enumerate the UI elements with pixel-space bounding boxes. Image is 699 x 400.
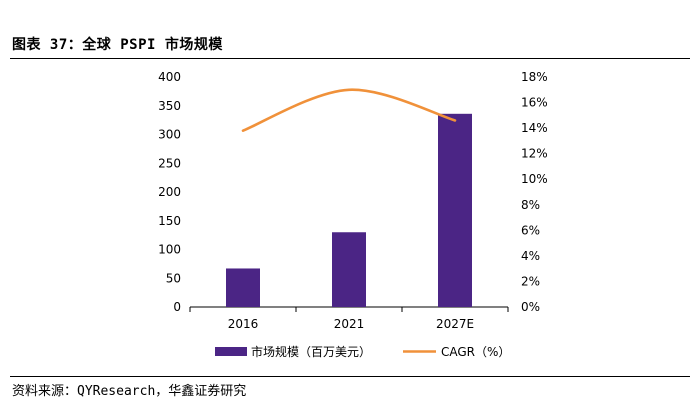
source-note: 资料来源：QYResearch，华鑫证券研究 xyxy=(12,384,247,399)
y-tick-label: 50 xyxy=(166,271,181,285)
footer-divider xyxy=(10,376,690,377)
bars xyxy=(226,113,472,307)
y-tick-label: 300 xyxy=(158,128,181,142)
y-tick-label: 150 xyxy=(158,214,181,228)
y2-tick-label: 18% xyxy=(521,70,548,84)
y2-tick-label: 12% xyxy=(521,147,548,161)
y2-tick-label: 4% xyxy=(521,249,540,263)
title-divider xyxy=(10,58,690,59)
axes xyxy=(189,306,509,312)
bar xyxy=(438,113,472,307)
legend-line-label: CAGR（%） xyxy=(441,345,510,359)
y2-tick-label: 6% xyxy=(521,223,540,237)
page-title: 图表 37：全球 PSPI 市场规模 xyxy=(12,37,223,53)
y2-tick-label: 10% xyxy=(521,172,548,186)
y2-tick-label: 2% xyxy=(521,274,540,288)
x-tick-label: 2021 xyxy=(334,317,365,331)
bar xyxy=(226,268,260,307)
x-tick-label: 2016 xyxy=(228,317,259,331)
y2-tick-label: 8% xyxy=(521,198,540,212)
y-tick-label: 200 xyxy=(158,185,181,199)
legend-bar-swatch xyxy=(215,347,247,356)
y-tick-label: 0 xyxy=(173,300,181,314)
y-tick-label: 400 xyxy=(158,70,181,84)
x-tick-labels: 2016 2021 2027E xyxy=(228,317,474,331)
y-tick-labels: 0 50 100 150 200 250 300 350 400 xyxy=(158,70,181,314)
y2-tick-labels: 0% 2% 4% 6% 8% 10% 12% 14% 16% 18% xyxy=(521,70,548,314)
x-tick-label: 2027E xyxy=(436,317,474,331)
cagr-line xyxy=(241,88,457,132)
legend: 市场规模（百万美元） CAGR（%） xyxy=(215,344,510,359)
y2-tick-label: 16% xyxy=(521,96,548,110)
y-tick-label: 250 xyxy=(158,156,181,170)
y2-tick-label: 14% xyxy=(521,121,548,135)
bar xyxy=(332,232,366,307)
cagr-line-path xyxy=(241,88,457,132)
y-tick-label: 350 xyxy=(158,99,181,113)
y-tick-label: 100 xyxy=(158,243,181,257)
y2-tick-label: 0% xyxy=(521,300,540,314)
legend-bar-label: 市场规模（百万美元） xyxy=(251,344,371,359)
